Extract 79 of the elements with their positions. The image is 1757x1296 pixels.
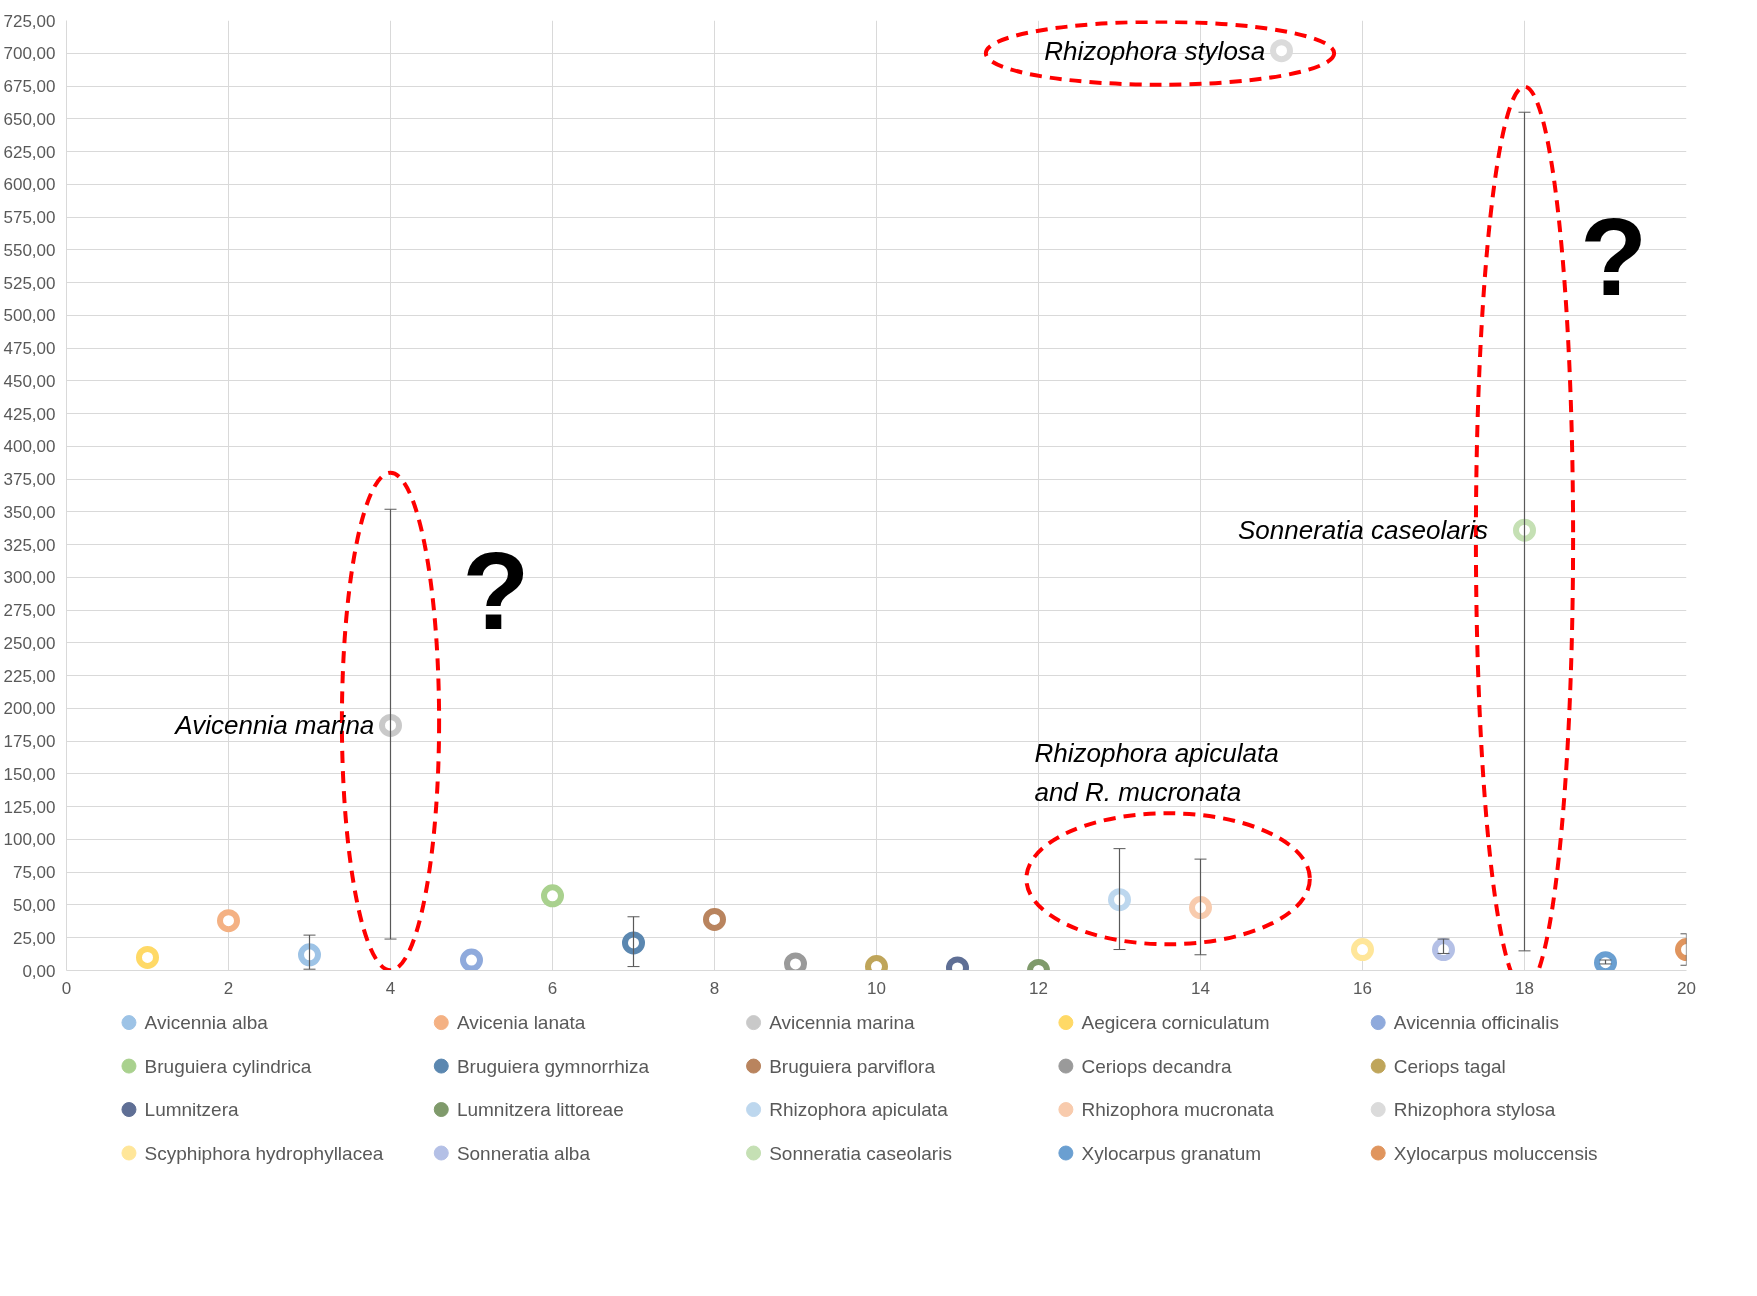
legend-label: Bruguiera cylindrica — [144, 1055, 312, 1077]
x-tick-label: 2 — [223, 978, 234, 998]
legend-label: Ceriops decandra — [1081, 1055, 1232, 1077]
annotation: ? — [462, 529, 530, 652]
x-tick-label: 18 — [1515, 978, 1534, 998]
y-tick-label: 650,00 — [3, 109, 56, 129]
point — [1513, 518, 1536, 542]
point — [1351, 938, 1374, 962]
x-tick-label: 8 — [709, 978, 720, 998]
annotation: Rhizophora stylosa — [1044, 35, 1266, 66]
x-tick-label: 20 — [1677, 978, 1696, 998]
point — [703, 907, 726, 931]
y-tick-label: 600,00 — [3, 175, 56, 195]
point — [379, 713, 402, 737]
y-tick-label: 450,00 — [3, 371, 56, 391]
y-tick-label: 550,00 — [3, 240, 56, 260]
legend-label: Rhizophora apiculata — [769, 1099, 949, 1121]
legend-label: Bruguiera parviflora — [769, 1055, 936, 1077]
x-tick-label: 14 — [1191, 978, 1210, 998]
y-tick-label: 425,00 — [3, 404, 56, 424]
y-tick-label: 625,00 — [3, 142, 56, 162]
point — [136, 945, 159, 969]
y-tick-label: 0,00 — [22, 961, 56, 981]
y-tick-label: 200,00 — [3, 699, 56, 719]
y-tick-label: 350,00 — [3, 502, 56, 522]
y-tick-label: 525,00 — [3, 273, 56, 293]
legend-label: Sonneratia alba — [456, 1142, 591, 1164]
x-tick-label: 16 — [1353, 978, 1372, 998]
y-tick-label: 25,00 — [12, 928, 56, 948]
legend-label: Sonneratia caseolaris — [769, 1142, 952, 1164]
y-tick-label: 300,00 — [3, 568, 56, 588]
y-tick-label: 400,00 — [3, 437, 56, 457]
y-tick-label: 500,00 — [3, 306, 56, 326]
legend-label: Ceriops tagal — [1393, 1055, 1506, 1077]
legend-label: Lumnitzera — [144, 1099, 239, 1121]
y-tick-label: 75,00 — [12, 863, 56, 883]
legend-label: Scyphiphora hydrophyllacea — [144, 1142, 384, 1164]
x-tick-label: 0 — [61, 978, 72, 998]
y-tick-label: 150,00 — [3, 764, 56, 784]
x-tick-label: 12 — [1029, 978, 1048, 998]
y-tick-label: 700,00 — [3, 44, 56, 64]
y-tick-label: 125,00 — [3, 797, 56, 817]
point — [1270, 39, 1293, 63]
point — [541, 884, 564, 908]
point — [1189, 896, 1212, 920]
y-tick-label: 725,00 — [3, 11, 56, 31]
y-tick-label: 225,00 — [3, 666, 56, 686]
x-tick-label: 4 — [385, 978, 396, 998]
y-tick-label: 175,00 — [3, 732, 56, 752]
legend-label: Avicennia marina — [769, 1012, 916, 1034]
legend-label: Avicennia alba — [144, 1012, 269, 1034]
y-tick-label: 275,00 — [3, 601, 56, 621]
point — [1108, 888, 1131, 912]
y-tick-label: 575,00 — [3, 208, 56, 228]
annotation: ? — [1580, 194, 1648, 318]
legend-label: Aegicera corniculatum — [1081, 1012, 1270, 1034]
y-tick-label: 50,00 — [12, 895, 56, 915]
legend-label: Avicennia officinalis — [1393, 1012, 1559, 1034]
legend-label: Xylocarpus granatum — [1081, 1142, 1262, 1164]
legend-label: Avicenia lanata — [456, 1012, 586, 1034]
legend-label: Bruguiera gymnorrhiza — [456, 1055, 650, 1077]
y-tick-label: 675,00 — [3, 77, 56, 97]
legend-label: Xylocarpus moluccensis — [1393, 1142, 1598, 1164]
point — [298, 943, 321, 967]
annotation: Rhizophora apiculata and R. mucronata — [1034, 737, 1279, 807]
annotation: Avicennia marina — [173, 710, 375, 741]
y-tick-label: 475,00 — [3, 339, 56, 359]
point — [460, 948, 483, 971]
x-tick-label: 6 — [547, 978, 558, 998]
point — [622, 931, 645, 955]
legend-label: Rhizophora stylosa — [1393, 1099, 1556, 1121]
y-tick-label: 375,00 — [3, 470, 56, 490]
legend-label: Rhizophora mucronata — [1081, 1099, 1275, 1121]
y-tick-label: 325,00 — [3, 535, 56, 555]
legend-label: Lumnitzera littoreae — [456, 1099, 624, 1121]
x-tick-label: 10 — [867, 978, 886, 998]
y-tick-label: 250,00 — [3, 633, 56, 653]
y-tick-label: 100,00 — [3, 830, 56, 850]
point — [217, 909, 240, 933]
